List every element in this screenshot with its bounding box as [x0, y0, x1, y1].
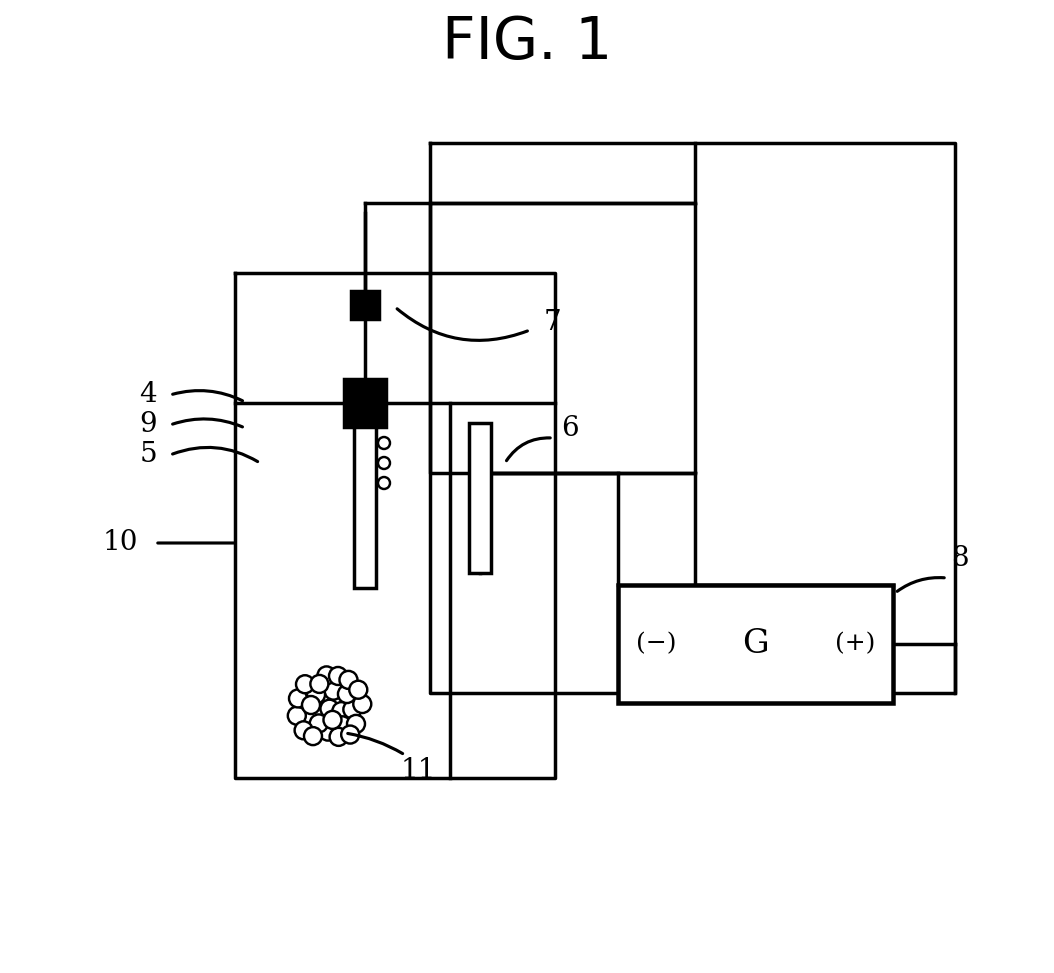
- Circle shape: [332, 703, 350, 720]
- Bar: [354, 401, 376, 588]
- Circle shape: [288, 706, 306, 725]
- Text: 10: 10: [102, 529, 138, 557]
- Circle shape: [320, 700, 338, 718]
- Text: 11: 11: [401, 758, 435, 784]
- Text: 5: 5: [139, 442, 157, 469]
- Bar: [469, 423, 491, 573]
- Circle shape: [324, 711, 341, 729]
- Text: 7: 7: [543, 309, 561, 337]
- Bar: [618, 585, 893, 703]
- Text: G: G: [742, 628, 768, 660]
- Text: 4: 4: [139, 381, 157, 409]
- Circle shape: [349, 681, 367, 699]
- Text: 8: 8: [951, 545, 969, 571]
- Circle shape: [289, 690, 307, 707]
- Circle shape: [302, 696, 320, 714]
- Circle shape: [344, 701, 362, 718]
- Circle shape: [310, 675, 329, 693]
- Text: 6: 6: [561, 414, 579, 442]
- Circle shape: [329, 667, 347, 685]
- Circle shape: [307, 686, 325, 703]
- Circle shape: [347, 715, 365, 733]
- Circle shape: [325, 682, 343, 700]
- Circle shape: [378, 457, 390, 469]
- Circle shape: [353, 695, 371, 713]
- Circle shape: [338, 685, 356, 703]
- Circle shape: [295, 721, 313, 739]
- Circle shape: [378, 477, 390, 489]
- Text: 9: 9: [139, 412, 157, 439]
- Text: (−): (−): [636, 632, 677, 656]
- Circle shape: [310, 714, 328, 733]
- Circle shape: [330, 728, 348, 746]
- Circle shape: [319, 723, 337, 740]
- Circle shape: [339, 671, 357, 689]
- Circle shape: [296, 675, 314, 693]
- Text: FIG. 1: FIG. 1: [442, 15, 612, 71]
- Circle shape: [333, 716, 351, 735]
- Bar: [344, 379, 386, 427]
- Circle shape: [341, 726, 359, 743]
- Bar: [351, 291, 379, 319]
- Circle shape: [378, 437, 390, 449]
- Circle shape: [304, 727, 321, 745]
- Text: (+): (+): [835, 632, 875, 656]
- Circle shape: [317, 667, 335, 684]
